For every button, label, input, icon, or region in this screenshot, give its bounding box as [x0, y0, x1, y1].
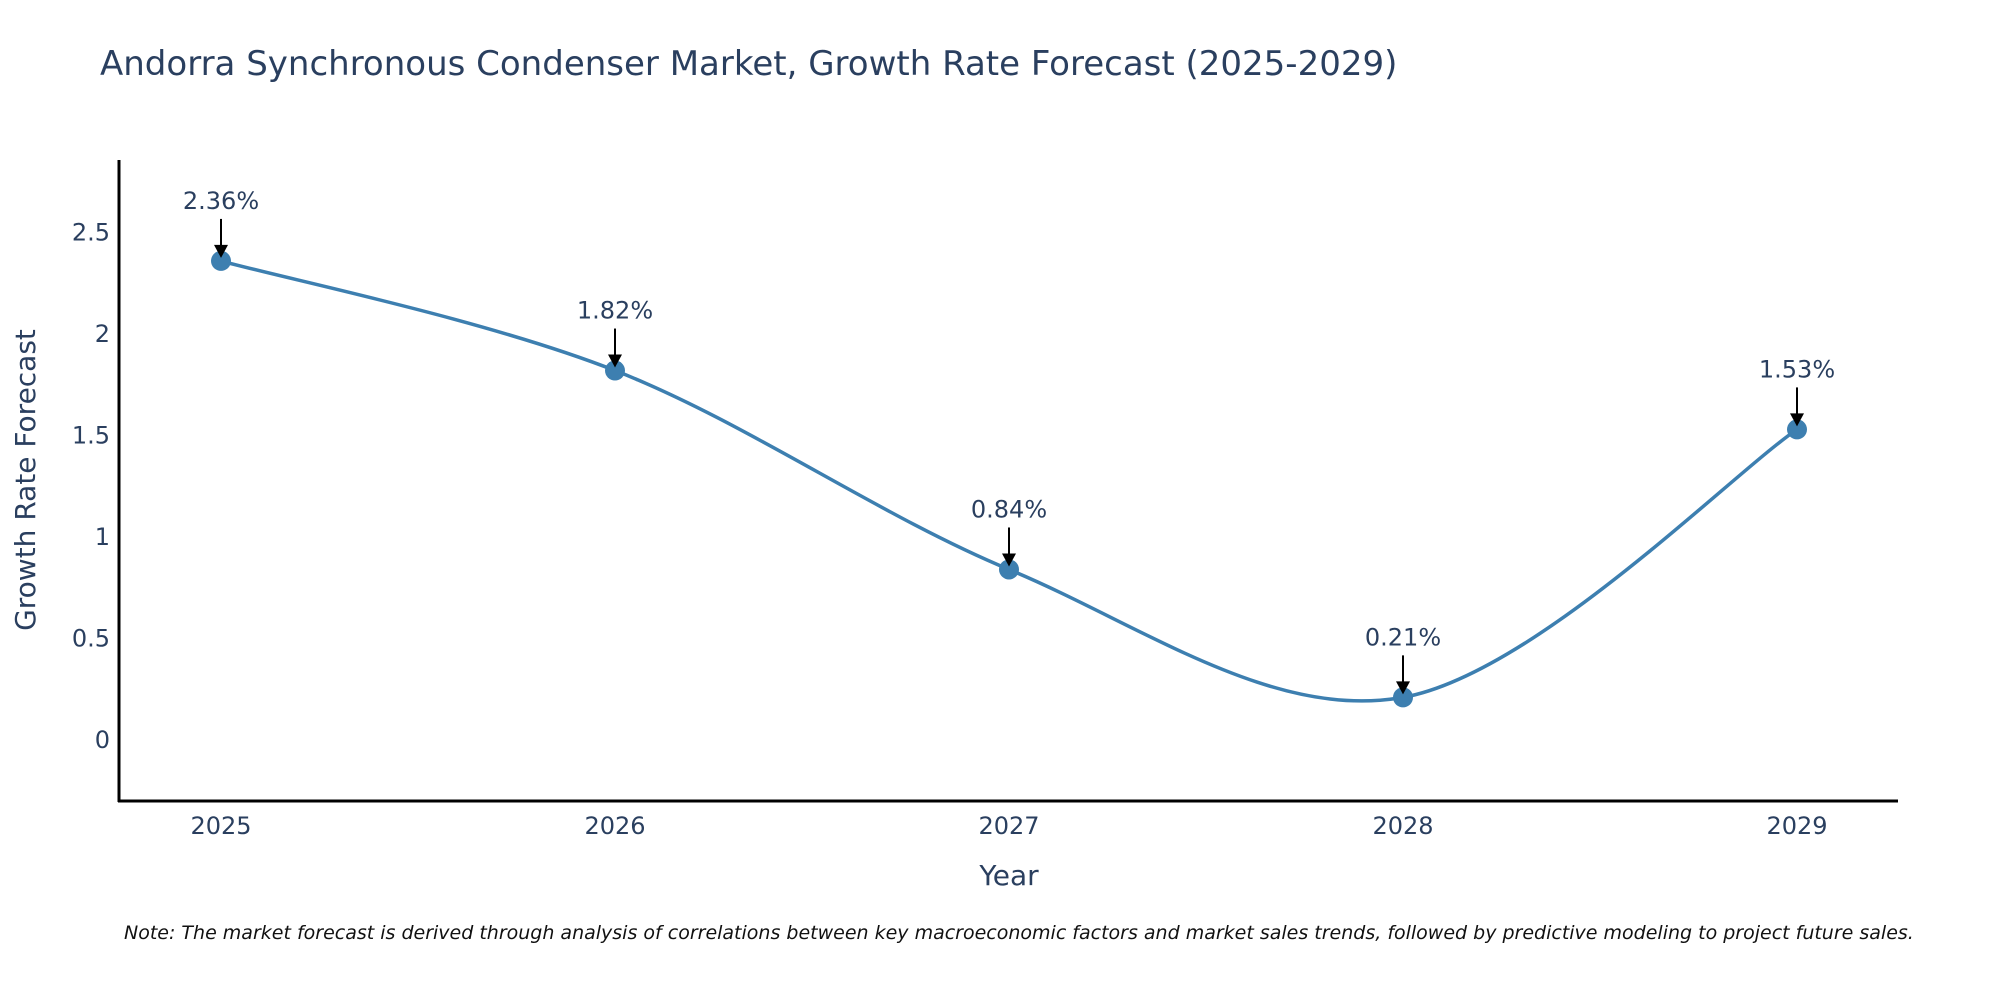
annotation-arrowhead [1002, 553, 1016, 567]
annotation-arrowhead [1790, 413, 1804, 427]
data-point [999, 559, 1019, 580]
data-points [211, 250, 1807, 708]
data-point [211, 250, 231, 271]
annotation-arrowhead [214, 244, 228, 258]
data-label: 1.53% [1759, 355, 1835, 383]
y-tick-label: 2 [95, 320, 110, 348]
data-point [1787, 419, 1807, 440]
x-tick-label: 2028 [1372, 812, 1433, 840]
series-line [220, 259, 1798, 703]
x-tick-label: 2026 [584, 812, 645, 840]
x-tick-label: 2029 [1766, 812, 1827, 840]
footnote: Note: The market forecast is derived thr… [124, 922, 1914, 944]
x-tick-label: 2027 [978, 812, 1039, 840]
y-tick-label: 0 [95, 726, 110, 754]
chart-title: Andorra Synchronous Condenser Market, Gr… [100, 44, 1398, 84]
data-label: 1.82% [577, 297, 653, 325]
annotation-arrowhead [608, 354, 622, 368]
x-tick-labels: 2025 2026 2027 2028 2029 [190, 812, 1827, 840]
y-tick-label: 2.5 [72, 219, 110, 247]
y-axis-title: Growth Rate Forecast [9, 329, 42, 631]
x-tick-label: 2025 [190, 812, 251, 840]
y-tick-label: 1 [95, 523, 110, 551]
data-label: 2.36% [183, 187, 259, 215]
y-tick-label: 1.5 [72, 422, 110, 450]
y-tick-labels: 0 0.5 1 1.5 2 2.5 [72, 219, 110, 755]
data-label-annotations: 2.36% 1.82% 0.84% 0.21% 1.53% [183, 187, 1835, 695]
data-point [605, 360, 625, 381]
y-tick-label: 0.5 [72, 625, 110, 653]
annotation-arrowhead [1396, 681, 1410, 695]
x-axis-title: Year [978, 859, 1039, 892]
data-label: 0.21% [1365, 623, 1441, 651]
data-label: 0.84% [971, 495, 1047, 523]
data-point [1393, 687, 1413, 708]
